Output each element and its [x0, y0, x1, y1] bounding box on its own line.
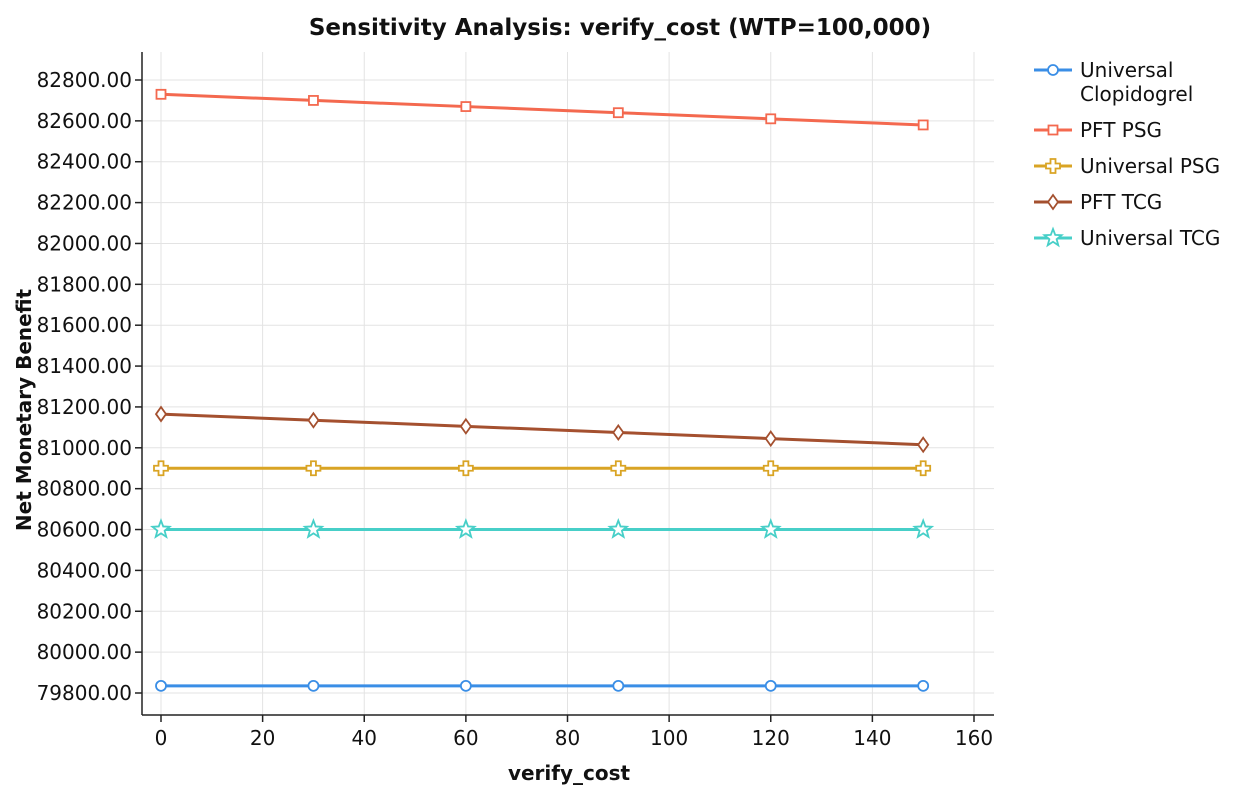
- series-pft-tcg: [154, 405, 930, 454]
- data-point: [917, 436, 930, 454]
- data-point: [154, 405, 168, 423]
- y-tick-label: 80200.00: [37, 599, 132, 623]
- legend-label-line: PFT PSG: [1080, 118, 1162, 142]
- legend-marker: [1046, 193, 1060, 211]
- y-tick-label: 79800.00: [37, 681, 132, 705]
- y-tick-label: 81800.00: [37, 272, 132, 296]
- x-axis-title: verify_cost: [508, 761, 631, 785]
- y-tick-label: 82600.00: [37, 109, 132, 133]
- legend-item: Universal Clopidogrel: [1034, 58, 1193, 106]
- series-pft-psg: [155, 88, 929, 131]
- y-tick-label: 80600.00: [37, 518, 132, 542]
- legend-label-line: Universal PSG: [1080, 154, 1220, 178]
- y-tick-label: 81000.00: [37, 436, 132, 460]
- data-point: [302, 517, 325, 539]
- data-point: [308, 95, 319, 106]
- legend-item: PFT PSG: [1034, 118, 1162, 142]
- data-point: [305, 460, 322, 477]
- x-tick-label: 20: [250, 726, 275, 750]
- legend-item: Universal PSG: [1034, 154, 1220, 178]
- data-point: [915, 460, 932, 477]
- data-point: [612, 107, 624, 119]
- legend-label-line: Clopidogrel: [1080, 82, 1193, 106]
- legend-label: PFT TCG: [1080, 190, 1162, 214]
- data-point: [307, 411, 320, 429]
- legend-label-line: Universal: [1080, 58, 1173, 82]
- y-tick-label: 81400.00: [37, 354, 132, 378]
- legend-label-line: Universal TCG: [1080, 226, 1220, 250]
- legend-label: Universal Clopidogrel: [1080, 58, 1193, 106]
- legend-label: Universal PSG: [1080, 154, 1220, 178]
- x-tick-label: 0: [155, 726, 168, 750]
- data-point: [612, 423, 625, 442]
- y-tick-label: 82800.00: [37, 68, 132, 92]
- data-point: [454, 517, 477, 539]
- x-tick-label: 140: [853, 726, 891, 750]
- x-tick-label: 60: [453, 726, 478, 750]
- data-point: [762, 460, 779, 477]
- data-point: [150, 517, 172, 539]
- data-point: [610, 460, 627, 477]
- data-point: [912, 517, 935, 539]
- x-tick-label: 160: [955, 726, 993, 750]
- y-tick-label: 80000.00: [37, 640, 132, 664]
- legend-item: PFT TCG: [1034, 190, 1162, 214]
- legend: Universal Clopidogrel PFT PSG Universal PSG…: [1034, 58, 1220, 250]
- data-point: [612, 679, 625, 692]
- axes: 0 20 40 60 80 100 120 140 160 79800.00 80000.00 802…: [37, 52, 994, 750]
- y-tick-label: 80800.00: [37, 477, 132, 501]
- data-point: [153, 460, 169, 477]
- x-tick-label: 80: [555, 726, 580, 750]
- data-point: [917, 679, 930, 692]
- legend-marker: [1047, 124, 1059, 136]
- data-point: [459, 417, 472, 435]
- data-point: [764, 679, 777, 692]
- data-point: [460, 101, 472, 112]
- data-point: [917, 119, 929, 131]
- legend-label-line: PFT TCG: [1080, 190, 1162, 214]
- y-tick-label: 82400.00: [37, 150, 132, 174]
- series-layer: [150, 88, 935, 692]
- data-point: [457, 460, 474, 477]
- data-point: [759, 517, 782, 539]
- x-tick-label: 40: [352, 726, 377, 750]
- legend-label: PFT PSG: [1080, 118, 1162, 142]
- data-point: [765, 113, 777, 125]
- legend-marker: [1045, 158, 1061, 174]
- data-point: [307, 679, 320, 692]
- x-tick-label: 120: [752, 726, 790, 750]
- x-tick-label: 100: [650, 726, 688, 750]
- series-line: [160, 92, 924, 127]
- chart-title: Sensitivity Analysis: verify_cost (WTP=1…: [309, 15, 931, 41]
- legend-label: Universal TCG: [1080, 226, 1220, 250]
- series-universal-clopidogrel: [155, 679, 930, 692]
- y-tick-label: 82200.00: [37, 191, 132, 215]
- data-point: [764, 430, 777, 448]
- y-tick-label: 81600.00: [37, 313, 132, 337]
- legend-item: Universal TCG: [1034, 226, 1220, 250]
- data-point: [459, 679, 472, 692]
- series-universal-tcg: [150, 517, 935, 539]
- grid: [142, 52, 994, 715]
- y-tick-label: 81200.00: [37, 395, 132, 419]
- y-axis-title: Net Monetary Benefit: [12, 288, 36, 531]
- data-point: [155, 88, 167, 100]
- legend-marker: [1047, 64, 1059, 76]
- y-tick-label: 82000.00: [37, 231, 132, 255]
- data-point: [607, 517, 630, 539]
- series-universal-psg: [153, 460, 932, 477]
- legend-marker: [1042, 226, 1064, 248]
- series-line: [160, 412, 924, 447]
- data-point: [155, 679, 167, 692]
- y-tick-label: 80400.00: [37, 558, 132, 582]
